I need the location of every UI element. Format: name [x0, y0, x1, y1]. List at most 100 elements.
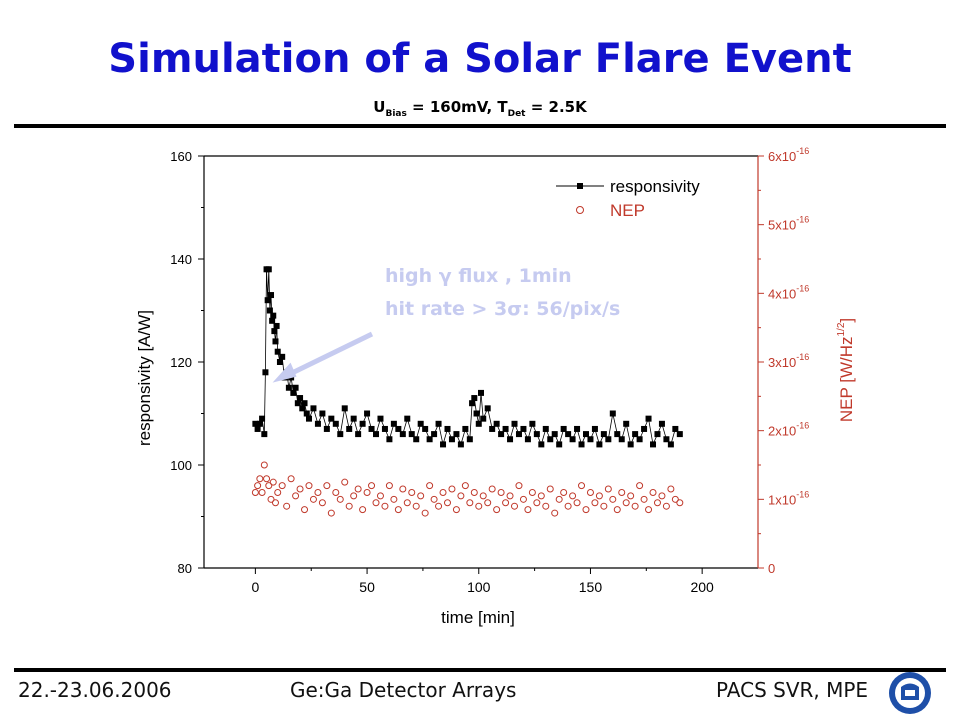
responsivity-point [609, 410, 616, 417]
responsivity-point [395, 425, 402, 432]
responsivity-point [480, 415, 487, 422]
responsivity-point [328, 415, 335, 422]
responsivity-point [578, 441, 585, 448]
responsivity-point [565, 431, 572, 438]
y-right-tick-label: 6x10-16 [768, 146, 809, 164]
responsivity-point [359, 420, 366, 427]
y-right-tick-label: 4x10-16 [768, 283, 809, 301]
responsivity-point [538, 441, 545, 448]
responsivity-point [591, 425, 598, 432]
nep-point [676, 499, 684, 507]
responsivity-point [266, 307, 273, 314]
nep-point [274, 488, 282, 496]
responsivity-point [574, 425, 581, 432]
annotation-arrow-shaft [283, 331, 374, 379]
responsivity-point [399, 431, 406, 438]
responsivity-point [596, 441, 603, 448]
responsivity-point [453, 431, 460, 438]
y-left-axis-title: responsivity [A/W] [135, 310, 154, 446]
responsivity-point [547, 436, 554, 443]
nep-point [671, 495, 679, 503]
logo-visor [905, 690, 915, 696]
nep-point [363, 488, 371, 496]
nep-point [439, 488, 447, 496]
nep-point [359, 506, 367, 514]
y-left-tick-label: 120 [170, 355, 192, 370]
responsivity-point [355, 431, 362, 438]
responsivity-point [346, 425, 353, 432]
responsivity-point [274, 348, 281, 355]
y-left-tick-label: 100 [170, 458, 192, 473]
nep-point [430, 495, 438, 503]
y-right-tick-label: 5x10-16 [768, 215, 809, 233]
footer-center: Ge:Ga Detector Arrays [290, 678, 517, 702]
nep-point [627, 492, 635, 500]
responsivity-point [473, 410, 480, 417]
nep-point [354, 485, 362, 493]
nep-point [368, 482, 376, 490]
nep-point [292, 492, 300, 500]
nep-point [470, 488, 478, 496]
nep-point [600, 502, 608, 510]
nep-point [640, 495, 648, 503]
nep-point [314, 488, 322, 496]
responsivity-point [636, 436, 643, 443]
nep-point [251, 488, 259, 496]
responsivity-point [667, 441, 674, 448]
responsivity-line [255, 269, 681, 446]
nep-point [390, 495, 398, 503]
responsivity-point [498, 431, 505, 438]
nep-point [493, 506, 501, 514]
responsivity-point [529, 420, 536, 427]
nep-point [254, 482, 262, 490]
responsivity-point [489, 425, 496, 432]
legend-responsivity-label: responsivity [610, 177, 700, 196]
nep-point [265, 482, 273, 490]
y-right-axis-title: NEP [W/Hz1/2] [836, 318, 856, 422]
responsivity-point [663, 436, 670, 443]
x-tick-label: 50 [359, 579, 375, 595]
responsivity-point [507, 436, 514, 443]
solar-flare-chart: 0 50 100 150 200 80 100 120 140 160 0 1x10-16 2x10-1… [135, 146, 856, 627]
nep-point [618, 488, 626, 496]
responsivity-point [435, 420, 442, 427]
responsivity-point [381, 425, 388, 432]
responsivity-point [471, 395, 478, 402]
nep-point [591, 499, 599, 507]
responsivity-point [493, 420, 500, 427]
nep-point [296, 485, 304, 493]
mpe-logo [889, 672, 931, 714]
nep-point [341, 478, 349, 486]
responsivity-point [533, 431, 540, 438]
nep-point [573, 499, 581, 507]
nep-point [381, 502, 389, 510]
y-left-tick-label: 160 [170, 149, 192, 164]
responsivity-point [502, 425, 509, 432]
y-right-tick-label: 1x10-16 [768, 489, 809, 507]
responsivity-point [520, 425, 527, 432]
nep-point [667, 485, 675, 493]
annotation-line-2: hit rate > 3σ: 56/pix/s [385, 298, 620, 320]
responsivity-point [323, 425, 330, 432]
nep-point [263, 475, 271, 483]
responsivity-point [469, 400, 476, 407]
nep-point [271, 499, 279, 507]
responsivity-point [417, 420, 424, 427]
nep-point [421, 509, 429, 517]
responsivity-point [422, 425, 429, 432]
responsivity-point [627, 441, 634, 448]
footer-divider [14, 668, 946, 672]
responsivity-point [466, 436, 473, 443]
nep-point [631, 502, 639, 510]
nep-point [551, 509, 559, 517]
responsivity-point [337, 431, 344, 438]
responsivity-point [404, 415, 411, 422]
nep-point [457, 492, 465, 500]
responsivity-point [623, 420, 630, 427]
responsivity-point [582, 431, 589, 438]
nep-point [327, 509, 335, 517]
responsivity-point [444, 425, 451, 432]
responsivity-point [542, 425, 549, 432]
nep-point [662, 502, 670, 510]
responsivity-point [408, 431, 415, 438]
